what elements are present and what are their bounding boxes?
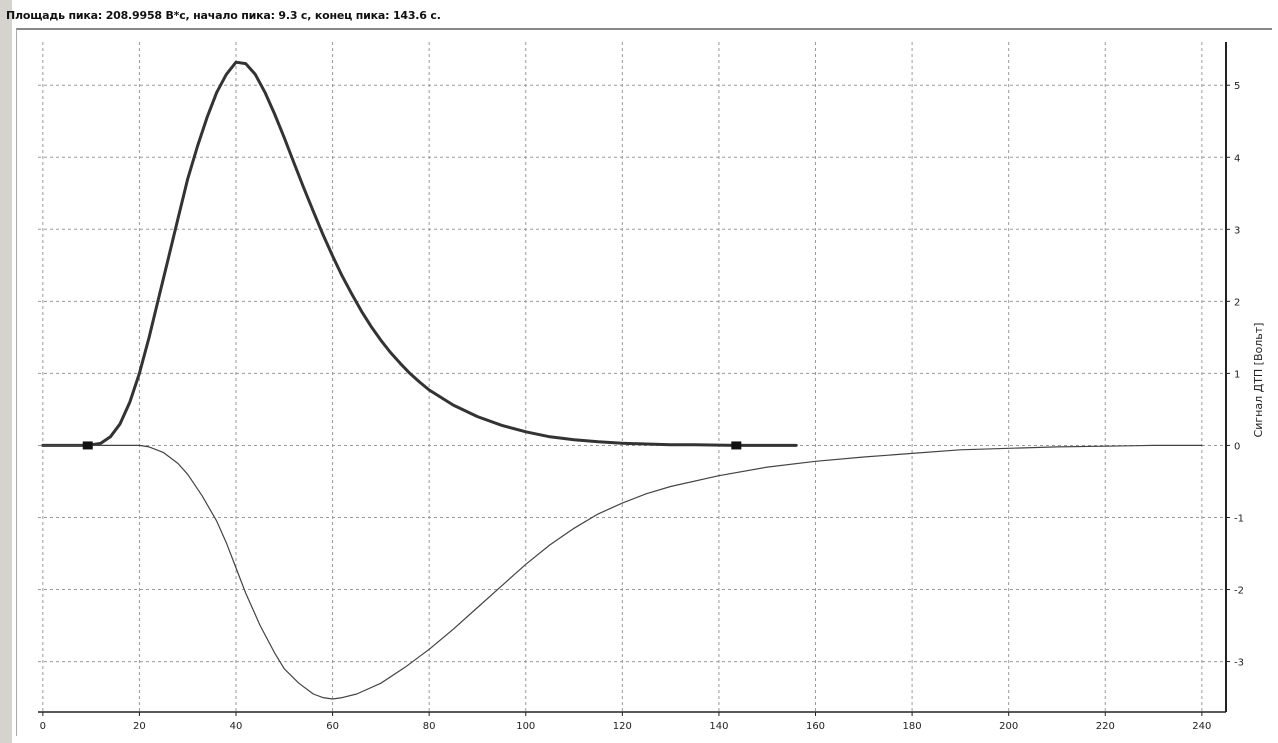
y-tick-label: 4	[1234, 153, 1240, 164]
y-tick-label: 0	[1234, 441, 1240, 452]
y-tick-label: -2	[1234, 586, 1244, 597]
chart-grid	[38, 42, 1226, 712]
y-tick-label: 3	[1234, 225, 1240, 236]
y-axis-label: Сигнал ДТП [Вольт]	[1252, 323, 1265, 438]
plot-frame	[16, 28, 1272, 736]
x-tick-label: 40	[230, 721, 243, 732]
x-tick-label: 120	[613, 721, 632, 732]
x-tick-label: 200	[999, 721, 1018, 732]
series-line-2	[42, 444, 1203, 700]
x-tick-label: 100	[516, 721, 535, 732]
window-left-border	[0, 0, 12, 743]
peak-marker	[82, 441, 93, 450]
chart-markers	[82, 441, 742, 450]
y-tick-label: -1	[1234, 513, 1244, 524]
x-tick-label: 160	[806, 721, 825, 732]
x-tick-label: 240	[1192, 721, 1211, 732]
y-tick-label: 5	[1234, 81, 1240, 92]
chart-axes	[38, 42, 1227, 713]
y-tick-label: 1	[1234, 369, 1240, 380]
series-line-1	[41, 60, 798, 447]
x-tick-label: 20	[133, 721, 146, 732]
x-tick-label: 220	[1096, 721, 1115, 732]
chart-series	[41, 60, 1203, 700]
x-tick-label: 140	[709, 721, 728, 732]
peak-marker	[731, 441, 742, 450]
peak-info-status: Площадь пика: 208.9958 В*с, начало пика:…	[6, 9, 441, 22]
y-tick-label: 2	[1234, 297, 1240, 308]
x-tick-label: 180	[903, 721, 922, 732]
chart-ticks: 0 20 40 60 80 100 120 140 160 180 200 220 240 -3 -2 -1 0…	[40, 81, 1244, 732]
y-tick-label: -3	[1234, 658, 1244, 669]
x-tick-label: 60	[326, 721, 339, 732]
x-tick-label: 0	[40, 721, 46, 732]
x-tick-label: 80	[423, 721, 436, 732]
